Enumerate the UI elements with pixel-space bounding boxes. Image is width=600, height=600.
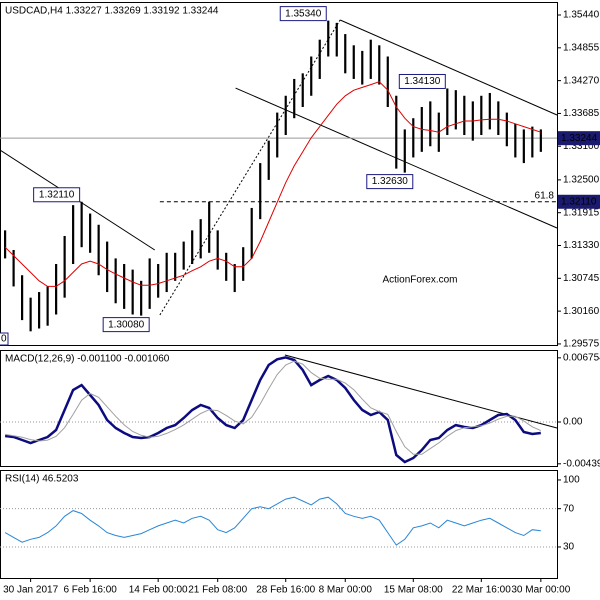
x-tick-label: 28 Feb 16:00 [256,585,315,596]
price-annotation-box [398,73,446,89]
x-tick-label: 8 Mar 00:00 [319,585,373,596]
panel-title: USDCAD,H4 1.33227 1.33269 1.33192 1.3324… [5,6,219,17]
x-tick-label: 14 Feb 00:00 [129,585,188,596]
level-note: 61.8 [535,190,555,201]
y-tick-label: 30 [563,542,575,553]
level-label-box [558,194,600,209]
y-tick-label: 1.34855 [563,42,600,53]
y-tick-label: 100 [563,475,580,486]
price-annotation: 1.32110 [39,189,75,200]
y-tick-label: 70 [563,503,575,514]
y-tick-label: 1.31330 [563,240,600,251]
series-line [5,360,542,455]
y-tick-label: 1.33685 [563,108,600,119]
x-tick-label: 30 Jan 2017 [3,585,58,596]
y-tick-label: 1.34270 [563,75,600,86]
panel-title: MACD(12,26,9) -0.001100 -0.001060 [5,354,170,365]
level-label: 1.33244 [561,133,598,144]
price-annotation: 1.32630 [372,176,409,187]
price-annotation: 1.34130 [404,76,441,87]
x-tick-label: 6 Feb 16:00 [63,585,117,596]
level-label: 1.32110 [561,196,597,207]
clipped-label-box [0,332,9,346]
price-annotation-box [33,187,81,203]
y-tick-label: 0.00 [563,417,583,428]
y-tick-label: -0.004399 [563,458,600,469]
price-annotation-box [279,6,327,22]
y-tick-label: 0.006754 [563,352,600,363]
price-annotation: 1.35340 [285,8,322,19]
price-annotation: 1.30080 [108,319,145,330]
y-tick-label: 1.30160 [563,306,600,317]
series-line [4,496,541,546]
series-line [4,81,541,287]
panel-title: RSI(14) 46.5203 [5,474,79,485]
y-tick-label: 1.33100 [563,141,600,152]
x-tick-label: 30 Mar 00:00 [511,585,570,596]
y-tick-label: 1.30745 [563,273,600,284]
panel-frame [0,2,558,346]
y-tick-label: 1.29575 [563,339,600,350]
trendline [339,19,558,116]
x-tick-label: 21 Feb 08:00 [188,585,247,596]
clipped-label: 0 [1,334,7,345]
panel-frame [0,470,558,579]
level-label-box [558,131,600,146]
panel-frame [0,350,558,467]
x-tick-label: 22 Mar 16:00 [452,585,511,596]
price-annotation-box [102,317,150,333]
x-tick-label: 15 Mar 08:00 [384,585,443,596]
watermark: ActionForex.com [382,275,457,286]
price-annotation-box [366,174,414,190]
series-line [4,356,541,464]
trendline [159,19,341,316]
y-tick-label: 1.35440 [563,10,600,21]
y-tick-label: 1.32500 [563,175,600,186]
y-tick-label: 1.31915 [563,207,600,218]
